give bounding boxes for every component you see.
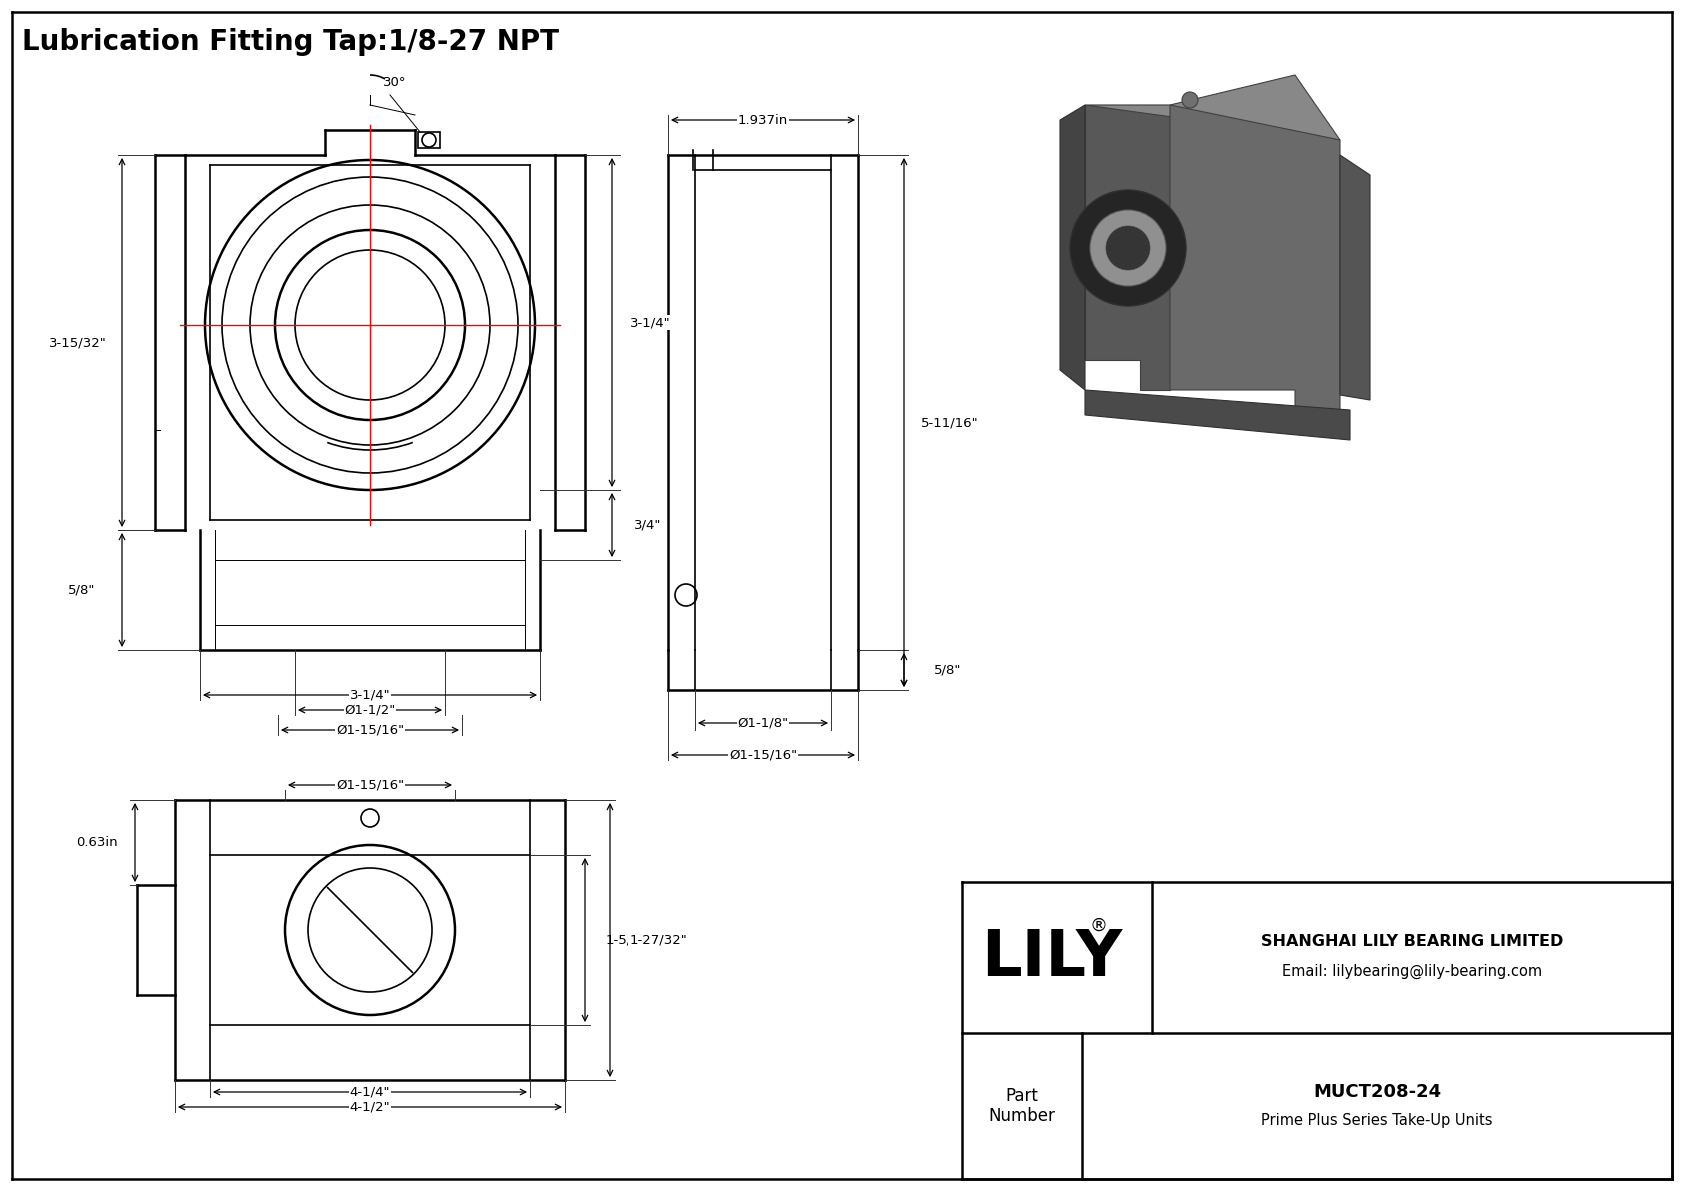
Text: 1.937in: 1.937in bbox=[738, 113, 788, 126]
Text: MUCT208-24: MUCT208-24 bbox=[1314, 1083, 1442, 1100]
Text: Ø1-15/16": Ø1-15/16" bbox=[729, 748, 797, 761]
Bar bbox=[418, 132, 440, 148]
Text: Ø1-15/16": Ø1-15/16" bbox=[335, 723, 404, 736]
Polygon shape bbox=[1340, 155, 1371, 400]
Text: 30°: 30° bbox=[384, 75, 408, 88]
Text: Part
Number: Part Number bbox=[989, 1086, 1056, 1125]
Text: ®: ® bbox=[1090, 917, 1108, 935]
Polygon shape bbox=[1059, 105, 1084, 389]
Text: LILY: LILY bbox=[982, 927, 1123, 989]
Text: 3/4": 3/4" bbox=[635, 518, 662, 531]
Text: Lubrication Fitting Tap:1/8-27 NPT: Lubrication Fitting Tap:1/8-27 NPT bbox=[22, 29, 559, 56]
Text: Prime Plus Series Take-Up Units: Prime Plus Series Take-Up Units bbox=[1261, 1112, 1492, 1128]
Text: SHANGHAI LILY BEARING LIMITED: SHANGHAI LILY BEARING LIMITED bbox=[1261, 934, 1563, 949]
Circle shape bbox=[1090, 210, 1165, 286]
Text: Ø1-15/16": Ø1-15/16" bbox=[335, 779, 404, 792]
Text: 5/8": 5/8" bbox=[69, 584, 96, 597]
Polygon shape bbox=[1084, 75, 1340, 141]
Circle shape bbox=[1069, 191, 1186, 306]
Circle shape bbox=[1106, 226, 1150, 270]
Text: 1-27/32": 1-27/32" bbox=[630, 934, 687, 947]
Text: 5-11/16": 5-11/16" bbox=[921, 416, 978, 429]
Polygon shape bbox=[1170, 105, 1340, 410]
Polygon shape bbox=[1084, 389, 1351, 439]
Text: Ø1-1/2": Ø1-1/2" bbox=[344, 704, 396, 717]
Text: 5/8": 5/8" bbox=[935, 663, 962, 676]
Text: Email: lilybearing@lily-bearing.com: Email: lilybearing@lily-bearing.com bbox=[1282, 964, 1543, 979]
Text: Ø1-1/8": Ø1-1/8" bbox=[738, 717, 788, 730]
Text: 3-15/32": 3-15/32" bbox=[49, 336, 106, 349]
Polygon shape bbox=[1084, 105, 1170, 389]
Text: 1-5/16": 1-5/16" bbox=[606, 934, 655, 947]
Text: 3-1/4": 3-1/4" bbox=[630, 316, 670, 329]
Text: 4-1/4": 4-1/4" bbox=[350, 1085, 391, 1098]
Circle shape bbox=[1182, 92, 1197, 108]
Text: 4-1/2": 4-1/2" bbox=[350, 1100, 391, 1114]
Text: 0.63in: 0.63in bbox=[76, 836, 118, 849]
Text: 3-1/4": 3-1/4" bbox=[350, 688, 391, 701]
